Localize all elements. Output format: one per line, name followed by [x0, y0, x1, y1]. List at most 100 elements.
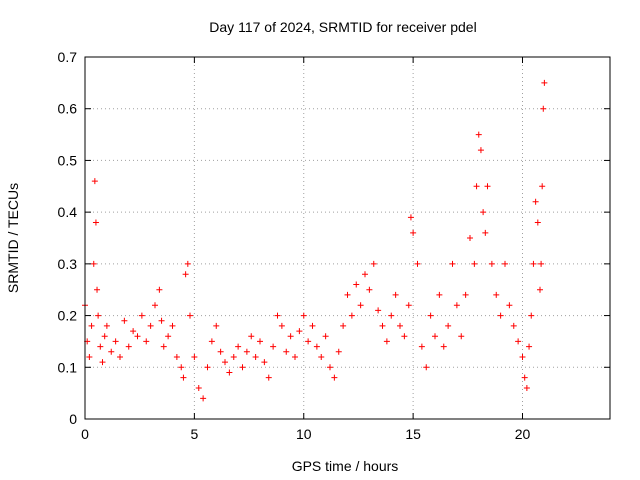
y-tick-label: 0 — [69, 411, 77, 427]
data-point — [112, 338, 119, 345]
data-point — [440, 343, 447, 350]
data-point — [121, 317, 128, 324]
data-point — [270, 343, 277, 350]
data-point — [388, 312, 395, 319]
data-point — [191, 353, 198, 360]
data-point — [217, 348, 224, 355]
y-tick-label: 0.2 — [58, 308, 78, 324]
data-point — [287, 333, 294, 340]
data-point — [506, 302, 513, 309]
data-point — [541, 79, 548, 86]
plot-frame — [84, 56, 611, 420]
data-point — [222, 359, 228, 366]
y-tick-label: 0.4 — [58, 204, 78, 220]
data-point — [397, 322, 403, 329]
data-point — [335, 348, 342, 355]
chart-title: Day 117 of 2024, SRMTID for receiver pde… — [209, 19, 476, 35]
data-point — [173, 353, 180, 360]
data-point — [88, 322, 95, 329]
data-point — [134, 333, 141, 340]
grid — [85, 57, 610, 419]
data-point — [265, 374, 272, 381]
data-point — [292, 353, 298, 360]
data-point — [407, 214, 414, 221]
data-point — [274, 312, 281, 319]
data-points — [82, 79, 548, 402]
data-point — [143, 338, 150, 345]
x-tick-label: 20 — [515, 426, 531, 442]
data-point — [344, 291, 351, 298]
data-point — [283, 348, 290, 355]
y-tick-label: 0.1 — [58, 359, 78, 375]
data-point — [226, 369, 233, 376]
data-point — [313, 343, 320, 350]
data-point — [117, 353, 123, 360]
data-point — [200, 395, 207, 402]
data-point — [180, 374, 187, 381]
data-point — [427, 312, 434, 319]
y-tick-label: 0.6 — [58, 101, 78, 117]
y-tick-label: 0.5 — [58, 152, 78, 168]
data-point — [392, 291, 399, 298]
data-point — [243, 348, 250, 355]
data-point — [410, 229, 417, 236]
data-point — [309, 322, 316, 329]
data-point — [418, 343, 425, 350]
data-point — [475, 131, 482, 138]
x-tick-label: 15 — [405, 426, 421, 442]
x-tick-label: 0 — [81, 426, 89, 442]
data-point — [99, 359, 106, 366]
data-point — [473, 183, 480, 190]
data-point — [515, 338, 522, 345]
data-point — [362, 271, 368, 278]
data-point — [370, 260, 377, 267]
data-point — [423, 364, 430, 371]
data-point — [539, 183, 546, 190]
data-point — [138, 312, 145, 319]
y-axis-label: SRMTID / TECUs — [5, 183, 21, 293]
data-point — [477, 147, 484, 154]
data-point — [480, 209, 487, 216]
data-point — [484, 183, 491, 190]
data-point — [523, 384, 530, 391]
x-tick-label: 10 — [296, 426, 312, 442]
data-point — [252, 353, 259, 360]
data-point — [532, 198, 539, 205]
data-point — [147, 322, 154, 329]
data-point — [458, 333, 465, 340]
data-point — [538, 260, 545, 267]
data-point — [101, 333, 108, 340]
y-tick-label: 0.7 — [58, 49, 78, 65]
x-axis-label: GPS time / hours — [292, 458, 399, 474]
data-point — [248, 333, 255, 340]
data-point — [331, 374, 338, 381]
data-point — [300, 312, 307, 319]
data-point — [305, 338, 312, 345]
data-point — [257, 338, 263, 345]
data-point — [534, 219, 541, 226]
data-point — [401, 333, 408, 340]
data-point — [528, 312, 535, 319]
data-point — [471, 260, 478, 267]
data-point — [95, 312, 102, 319]
data-point — [213, 322, 220, 329]
data-point — [94, 286, 101, 293]
data-point — [91, 178, 98, 185]
data-point — [108, 348, 115, 355]
y-tick-label: 0.3 — [58, 256, 78, 272]
data-point — [178, 364, 185, 371]
data-point — [327, 364, 333, 371]
data-point — [187, 312, 193, 319]
data-point — [90, 260, 97, 267]
data-point — [488, 260, 495, 267]
data-point — [208, 338, 215, 345]
data-point — [530, 260, 537, 267]
data-point — [353, 281, 360, 288]
ticks — [84, 56, 610, 420]
data-point — [357, 302, 364, 309]
data-point — [103, 322, 110, 329]
data-point — [239, 364, 246, 371]
data-point — [160, 343, 167, 350]
x-tick-label: 5 — [190, 426, 198, 442]
